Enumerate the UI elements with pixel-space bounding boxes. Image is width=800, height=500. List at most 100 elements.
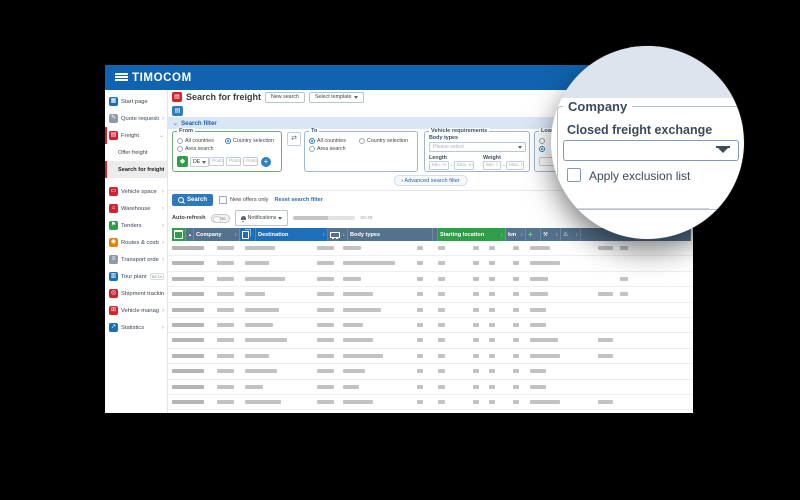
redacted-cell-bar — [217, 338, 234, 343]
postcode-input-3[interactable]: Postc. — [243, 157, 258, 166]
column-header-company[interactable]: Company ↕ — [194, 228, 240, 241]
length-min-input[interactable]: Min. m — [429, 161, 449, 170]
radio-icon[interactable] — [539, 138, 545, 144]
new-search-button[interactable]: New search — [265, 91, 305, 103]
sidebar-item-routes-costs[interactable]: ◉ Routes & costs › — [105, 234, 167, 251]
chevron-down-icon — [716, 146, 730, 148]
sidebar-item-warehouse[interactable]: ⌂ Warehouse › — [105, 200, 167, 217]
column-header-km[interactable]: km ↕ — [506, 228, 526, 241]
table-row[interactable] — [168, 272, 693, 288]
auto-refresh-toggle[interactable]: No — [210, 213, 230, 223]
redacted-cell-bar — [513, 292, 519, 297]
redacted-cell-bar — [513, 353, 519, 358]
sidebar-item-statistics[interactable]: ↗ Statistics › — [105, 319, 167, 336]
sidebar-item-shipment-tracking[interactable]: ◎ Shipment tracking — [105, 285, 167, 302]
load-radio-2[interactable] — [539, 146, 545, 152]
reset-search-filter-link[interactable]: Reset search filter — [274, 196, 323, 203]
radio-icon[interactable] — [309, 138, 315, 144]
column-header-icon[interactable] — [172, 228, 186, 241]
radio-country-selection-to[interactable]: Country selection — [359, 138, 408, 144]
load-radio-1[interactable] — [539, 138, 545, 144]
column-header-destination[interactable]: Destination ↕ — [256, 228, 328, 241]
redacted-cell-bar — [513, 261, 519, 266]
truck-icon — [330, 231, 340, 239]
postcode-input-1[interactable]: Postc. — [209, 157, 224, 166]
redacted-cell-bar — [217, 276, 234, 281]
closed-freight-exchange-select[interactable] — [563, 140, 739, 161]
length-max-input[interactable]: Max. m — [454, 161, 474, 170]
sidebar-item-start-page[interactable]: ▦ Start page — [105, 93, 167, 110]
redacted-cell-bar — [489, 322, 495, 327]
sidebar-item-freight[interactable]: ▤ Freight ⌄ — [105, 127, 167, 144]
table-row[interactable] — [168, 287, 693, 303]
search-button[interactable]: Search — [172, 193, 214, 206]
radio-icon[interactable] — [225, 138, 231, 144]
notifications-button[interactable]: Notifications — [234, 210, 289, 226]
checkbox-icon[interactable] — [219, 195, 228, 204]
country-select[interactable]: DE — [190, 157, 210, 167]
statistics-icon: ↗ — [109, 323, 118, 332]
sidebar-item-offer-freight[interactable]: Offer freight — [105, 144, 167, 161]
sidebar-item-transport-orders[interactable]: ≡Transport orders› — [105, 251, 167, 268]
sort-icon: ↕ — [575, 232, 578, 237]
redacted-cell-bar — [217, 369, 234, 374]
sidebar-item-tenders[interactable]: ⚑ Tenders › — [105, 217, 167, 234]
sidebar-item-search-for-freight[interactable]: Search for freight — [105, 161, 167, 178]
chevron-right-icon: › — [162, 307, 164, 314]
table-row[interactable] — [168, 410, 693, 413]
column-header-icon[interactable]: ▲ — [186, 228, 194, 241]
redacted-cell-bar — [513, 307, 519, 312]
radio-icon[interactable] — [177, 138, 183, 144]
location-pin-button[interactable]: ◆ — [177, 156, 188, 167]
table-row[interactable] — [168, 256, 693, 272]
redacted-cell-bar — [530, 399, 560, 404]
sort-icon: ↕ — [520, 232, 523, 237]
apply-exclusion-list-checkbox[interactable] — [567, 168, 581, 182]
body-types-select[interactable]: Please select — [429, 142, 526, 152]
column-header-body-types[interactable]: Body types — [348, 228, 433, 241]
table-row[interactable] — [168, 318, 693, 334]
sidebar-item-quote-requests[interactable]: ✎ Quote requests › — [105, 110, 167, 127]
redacted-cell-bar — [530, 353, 560, 358]
sidebar-item-vehicle-space[interactable]: ▭ Vehicle space › — [105, 183, 167, 200]
advanced-search-filter-button[interactable]: › Advanced search filter — [393, 175, 468, 186]
weight-min-input[interactable]: Min. t — [483, 161, 501, 170]
radio-country-selection-from[interactable]: Country selection — [225, 138, 274, 144]
weight-max-input[interactable]: Max. t — [506, 161, 524, 170]
select-template-button[interactable]: Select template — [308, 91, 364, 103]
column-header-icon[interactable]: ⚒ ↕ — [541, 228, 561, 241]
radio-icon[interactable] — [309, 146, 315, 152]
table-row[interactable] — [168, 349, 693, 365]
table-row[interactable] — [168, 333, 693, 349]
radio-area-search-from[interactable]: Area search — [177, 146, 214, 152]
add-location-button[interactable]: + — [261, 157, 271, 167]
table-row[interactable] — [168, 380, 693, 395]
column-header-starting-location[interactable]: Starting location ↕ — [438, 228, 506, 241]
column-header-icon[interactable] — [433, 228, 438, 241]
new-offers-only-checkbox[interactable]: New offers only — [219, 195, 268, 204]
redacted-cell-bar — [530, 322, 546, 327]
radio-icon[interactable] — [359, 138, 365, 144]
table-row[interactable] — [168, 303, 693, 318]
radio-all-countries-to[interactable]: All countries — [309, 138, 346, 144]
template-chip-icon[interactable]: ▤ — [172, 105, 183, 116]
redacted-cell-bar — [598, 246, 613, 250]
chevron-down-icon: ⌄ — [158, 133, 164, 139]
column-header-icon[interactable]: + — [526, 228, 541, 241]
radio-area-search-to[interactable]: Area search — [309, 146, 346, 152]
sidebar: ▦ Start page ✎ Quote requests › ▤ Freight ⌄ Offe… — [105, 90, 168, 413]
column-header-icon[interactable] — [240, 228, 256, 241]
sidebar-item-tour-planning[interactable]: ▥Tour planningBETA — [105, 268, 167, 285]
radio-all-countries-from[interactable]: All countries — [177, 138, 214, 144]
table-row[interactable] — [168, 395, 693, 411]
radio-icon[interactable] — [177, 146, 183, 152]
table-row[interactable] — [168, 364, 693, 380]
radio-icon[interactable] — [539, 146, 545, 152]
sidebar-item-vehicle-management[interactable]: ⊞Vehicle management› — [105, 302, 167, 319]
table-row[interactable] — [168, 241, 693, 257]
column-header-icon[interactable]: ⚠ ↕ — [561, 228, 581, 241]
swap-from-to-button[interactable]: ⇄ — [287, 132, 301, 146]
postcode-input-2[interactable]: Postc. — [226, 157, 241, 166]
column-header-icon[interactable]: ↕ — [328, 228, 348, 241]
